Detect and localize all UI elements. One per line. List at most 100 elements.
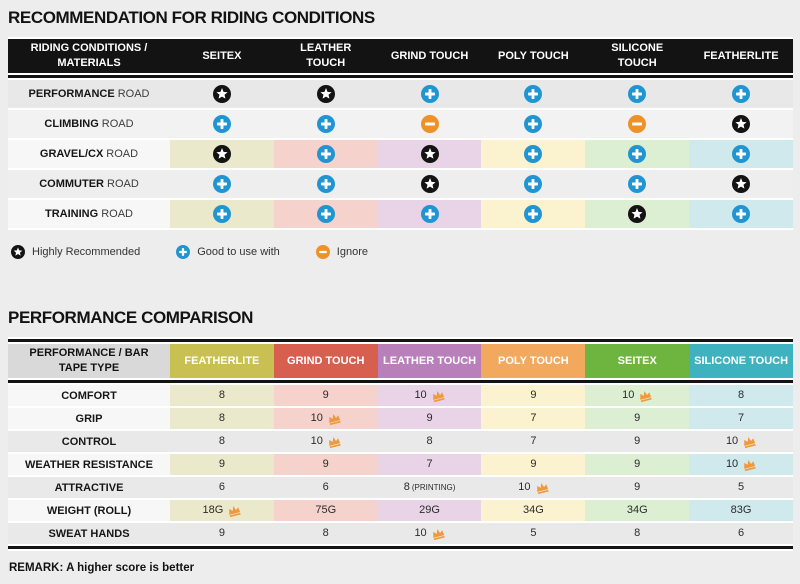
column-header-leather-touch: LEATHER TOUCH — [273, 39, 378, 73]
header-performance-bar-tape-type: PERFORMANCE / BAR TAPE TYPE — [8, 344, 170, 378]
crown-icon — [535, 482, 549, 494]
rating-cell — [170, 80, 274, 108]
section2-title: PERFORMANCE COMPARISON — [8, 308, 253, 327]
score-value: 9 — [218, 458, 225, 471]
row-label: CLIMBING ROAD — [8, 110, 170, 138]
rating-cell — [585, 80, 690, 108]
crown-icon — [638, 390, 652, 402]
plus-icon — [732, 204, 751, 223]
score-value: 10 — [725, 435, 739, 448]
score-value: 10 — [622, 389, 635, 402]
row-label-rest: ROAD — [117, 88, 150, 100]
crown-icon — [742, 436, 756, 448]
star-icon — [212, 144, 231, 163]
score-value: 8 — [322, 527, 329, 540]
score-cell: 8 — [170, 431, 274, 452]
table-row-commuter: COMMUTER ROAD — [8, 170, 793, 198]
score-cell: 5 — [689, 477, 793, 498]
table-row-performance: PERFORMANCE ROAD — [8, 80, 793, 108]
score-cell: 9 — [377, 408, 482, 429]
score-value: 10 — [310, 435, 323, 448]
score-value: 34G — [626, 504, 648, 517]
score-cell: 9 — [170, 454, 274, 475]
score-cell: 7 — [481, 431, 586, 452]
score-value: 9 — [322, 458, 329, 471]
score-cell: 8 — [585, 523, 690, 544]
legend-item-ignore: Ignore — [315, 245, 368, 259]
score-value: 6 — [322, 481, 329, 494]
table-row-gravel-cx: GRAVEL/CX ROAD — [8, 140, 793, 168]
rating-cell — [377, 140, 482, 168]
row-label-rest: ROAD — [101, 208, 133, 220]
score-cell: 10 — [377, 523, 482, 544]
row-label: COMMUTER ROAD — [8, 170, 170, 198]
column-header-seitex: SEITEX — [585, 344, 690, 378]
score-cell: 75G — [273, 500, 378, 521]
table-row-weather-resistance: WEATHER RESISTANCE 9 9 7 9 9 10 — [8, 454, 793, 475]
rating-cell — [689, 200, 793, 228]
header-divider-line — [8, 380, 793, 383]
score-value: 9 — [530, 389, 537, 402]
row-label: WEATHER RESISTANCE — [8, 454, 170, 475]
crown-icon — [227, 505, 241, 517]
score-value: 83G — [730, 504, 752, 517]
plus-icon — [732, 84, 751, 103]
plus-icon — [420, 84, 439, 103]
row-label: COMFORT — [8, 385, 170, 406]
plus-icon — [628, 144, 647, 163]
rating-cell — [689, 110, 793, 138]
rating-cell — [481, 170, 586, 198]
table-row-training: TRAINING ROAD — [8, 200, 793, 228]
divider-bar — [8, 339, 793, 342]
header-top-line — [8, 339, 793, 342]
minus-icon — [420, 114, 439, 133]
minus-icon — [315, 245, 330, 259]
score-cell: 83G — [689, 500, 793, 521]
score-cell: 18G — [170, 500, 274, 521]
row-label-bold: TRAINING — [45, 208, 99, 220]
rating-cell — [170, 140, 274, 168]
performance-comparison-table: PERFORMANCE / BAR TAPE TYPE FEATHERLITE G… — [8, 337, 793, 551]
score-value: 9 — [634, 481, 641, 494]
column-header-grind-touch: GRIND TOUCH — [273, 344, 378, 378]
rating-cell — [273, 110, 378, 138]
score-value: 6 — [738, 527, 745, 540]
plus-icon — [420, 204, 439, 223]
plus-icon — [176, 245, 191, 259]
row-label: GRAVEL/CX ROAD — [8, 140, 170, 168]
score-value: 75G — [315, 504, 337, 517]
score-cell: 9 — [585, 477, 690, 498]
plus-icon — [316, 204, 335, 223]
crown-icon — [431, 528, 445, 540]
crown-icon — [327, 436, 341, 448]
crown-icon — [431, 390, 445, 402]
score-value: 8 — [403, 481, 410, 494]
score-cell: 10 — [689, 454, 793, 475]
rating-cell — [689, 170, 793, 198]
score-cell: 7 — [481, 408, 586, 429]
score-cell: 7 — [377, 454, 482, 475]
row-label: SWEAT HANDS — [8, 523, 170, 544]
row-label: WEIGHT (ROLL) — [8, 500, 170, 521]
score-cell: 8 — [377, 431, 482, 452]
section1-title: RECOMMENDATION FOR RIDING CONDITIONS — [8, 8, 375, 27]
score-cell: 8 — [273, 523, 378, 544]
column-header-featherlite: FEATHERLITE — [689, 39, 793, 73]
column-header-grind-touch: GRIND TOUCH — [377, 39, 482, 73]
legend-label: Ignore — [336, 246, 368, 258]
rating-cell — [273, 200, 378, 228]
column-header-leather-touch: LEATHER TOUCH — [377, 344, 482, 378]
row-label: PERFORMANCE ROAD — [8, 80, 170, 108]
row-label-bold: PERFORMANCE — [28, 88, 115, 100]
rating-cell — [481, 80, 586, 108]
star-icon — [316, 84, 335, 103]
rating-cell — [377, 170, 482, 198]
rating-cell — [273, 80, 378, 108]
score-cell: 10 — [481, 477, 586, 498]
column-header-silicone-touch: SILICONE TOUCH — [689, 344, 793, 378]
plus-icon — [524, 144, 543, 163]
table-row-weight-roll: WEIGHT (ROLL) 18G 75G 29G 34G 34G 83G — [8, 500, 793, 521]
score-value: 9 — [634, 435, 641, 448]
table-bottom-line — [8, 546, 793, 549]
